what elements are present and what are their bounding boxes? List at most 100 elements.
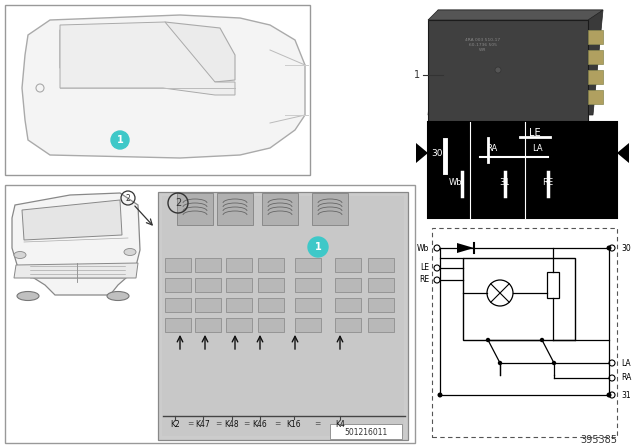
Bar	[195, 298, 221, 312]
Bar	[226, 298, 252, 312]
Text: =: =	[215, 419, 221, 428]
Polygon shape	[60, 22, 235, 95]
Bar	[368, 318, 394, 332]
Bar	[226, 318, 252, 332]
Polygon shape	[588, 50, 603, 64]
Text: 31: 31	[500, 177, 510, 186]
Bar	[335, 278, 361, 292]
Bar	[158, 192, 408, 440]
Text: K46: K46	[253, 419, 268, 428]
Text: 30: 30	[621, 244, 631, 253]
Polygon shape	[22, 15, 305, 158]
Bar	[195, 258, 221, 272]
Text: LA: LA	[532, 143, 542, 152]
Circle shape	[552, 361, 556, 365]
Bar	[162, 196, 404, 436]
Polygon shape	[588, 70, 603, 84]
Bar	[335, 258, 361, 272]
Bar	[177, 193, 213, 225]
Bar	[165, 258, 191, 272]
Polygon shape	[428, 10, 603, 20]
Circle shape	[607, 246, 611, 250]
Bar	[335, 318, 361, 332]
Text: 1: 1	[315, 242, 321, 252]
Text: 1: 1	[116, 135, 124, 145]
Bar	[335, 298, 361, 312]
Bar	[5, 5, 310, 175]
Bar	[368, 278, 394, 292]
Polygon shape	[617, 143, 629, 163]
Polygon shape	[12, 193, 140, 295]
Bar	[258, 278, 284, 292]
Circle shape	[308, 237, 328, 257]
Bar	[432, 228, 617, 437]
Polygon shape	[588, 90, 603, 104]
Bar	[368, 298, 394, 312]
Bar	[295, 278, 321, 292]
Bar	[368, 258, 394, 272]
Polygon shape	[588, 30, 603, 44]
Polygon shape	[60, 25, 120, 68]
Bar	[258, 298, 284, 312]
Text: K4: K4	[335, 419, 345, 428]
Circle shape	[495, 67, 501, 73]
Bar	[262, 193, 298, 225]
Text: =: =	[314, 419, 320, 428]
Text: K48: K48	[225, 419, 239, 428]
Polygon shape	[457, 243, 474, 253]
Bar	[258, 318, 284, 332]
Circle shape	[607, 392, 611, 397]
Bar	[330, 424, 402, 439]
Bar	[295, 318, 321, 332]
Bar	[5, 185, 415, 443]
Circle shape	[438, 392, 442, 397]
Polygon shape	[416, 143, 428, 163]
Polygon shape	[22, 200, 122, 240]
Bar	[226, 258, 252, 272]
Text: 30: 30	[431, 148, 443, 158]
Text: LE: LE	[529, 128, 541, 138]
Circle shape	[498, 361, 502, 365]
Text: 4RA 003 510-17
60-1736 505
WR: 4RA 003 510-17 60-1736 505 WR	[465, 38, 500, 52]
Polygon shape	[428, 10, 603, 115]
Bar	[295, 258, 321, 272]
Ellipse shape	[14, 251, 26, 258]
Text: Wb: Wb	[449, 177, 463, 186]
Bar	[428, 122, 617, 218]
Text: 1: 1	[414, 70, 420, 80]
Text: =: =	[274, 419, 280, 428]
Text: =: =	[187, 419, 193, 428]
Bar	[165, 298, 191, 312]
Ellipse shape	[17, 292, 39, 301]
Text: 395385: 395385	[580, 435, 617, 445]
Text: RE: RE	[543, 177, 554, 186]
Text: RE: RE	[419, 276, 429, 284]
Circle shape	[486, 338, 490, 342]
Text: 501216011: 501216011	[344, 427, 388, 436]
Bar	[312, 193, 348, 225]
Polygon shape	[428, 20, 588, 125]
Text: K47: K47	[196, 419, 211, 428]
Text: =: =	[243, 419, 249, 428]
Polygon shape	[163, 22, 235, 82]
Text: K16: K16	[287, 419, 301, 428]
Bar	[295, 298, 321, 312]
Bar	[547, 272, 559, 298]
Bar	[463, 258, 575, 340]
Bar	[226, 278, 252, 292]
Bar	[258, 258, 284, 272]
Polygon shape	[14, 263, 138, 278]
Text: 2: 2	[175, 198, 181, 208]
Circle shape	[111, 131, 129, 149]
Bar	[165, 318, 191, 332]
Bar	[217, 193, 253, 225]
Text: LA: LA	[621, 358, 630, 367]
Bar	[195, 318, 221, 332]
Text: LE: LE	[420, 263, 429, 272]
Text: RA: RA	[486, 143, 498, 152]
Ellipse shape	[107, 292, 129, 301]
Text: 2: 2	[125, 194, 131, 202]
Bar	[165, 278, 191, 292]
Bar	[195, 278, 221, 292]
Text: 31: 31	[621, 391, 630, 400]
